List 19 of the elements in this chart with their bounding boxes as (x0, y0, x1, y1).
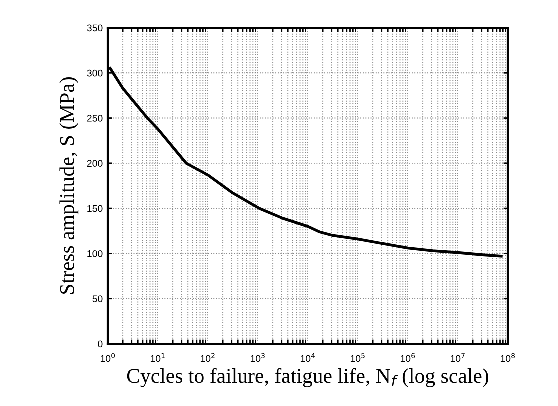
x-tick-label: 10$^{4}$ (300, 353, 316, 362)
x-tick-label: 10$^{5}$ (350, 353, 365, 362)
x-axis-title: Cycles to failure, fatigue life, N$_{f}$ (log scale) (127, 368, 488, 388)
y-tick-label: 200 (87, 160, 103, 168)
x-tick-label: 10$^{1}$ (150, 353, 165, 362)
y-tick-label: 150 (88, 205, 103, 212)
x-tick-label: 10$^{0}$ (100, 353, 116, 362)
x-tick-label: 10$^{7}$ (450, 353, 465, 362)
x-tick-label: 10$^{3}$ (250, 353, 265, 362)
y-axis-title: Stress amplitude, S (MPa) (60, 78, 79, 294)
y-tick-label: 250 (87, 115, 103, 122)
y-tick-label: 50 (92, 296, 103, 302)
x-tick-label: 10$^{6}$ (400, 353, 416, 362)
y-tick-label: 100 (88, 250, 103, 258)
y-tick-label: 300 (87, 70, 103, 77)
y-tick-label: 0 (98, 340, 103, 348)
x-tick-label: 10$^{2}$ (200, 353, 215, 362)
x-tick-label: 10$^{8}$ (500, 353, 515, 362)
y-tick-label: 350 (87, 24, 103, 32)
